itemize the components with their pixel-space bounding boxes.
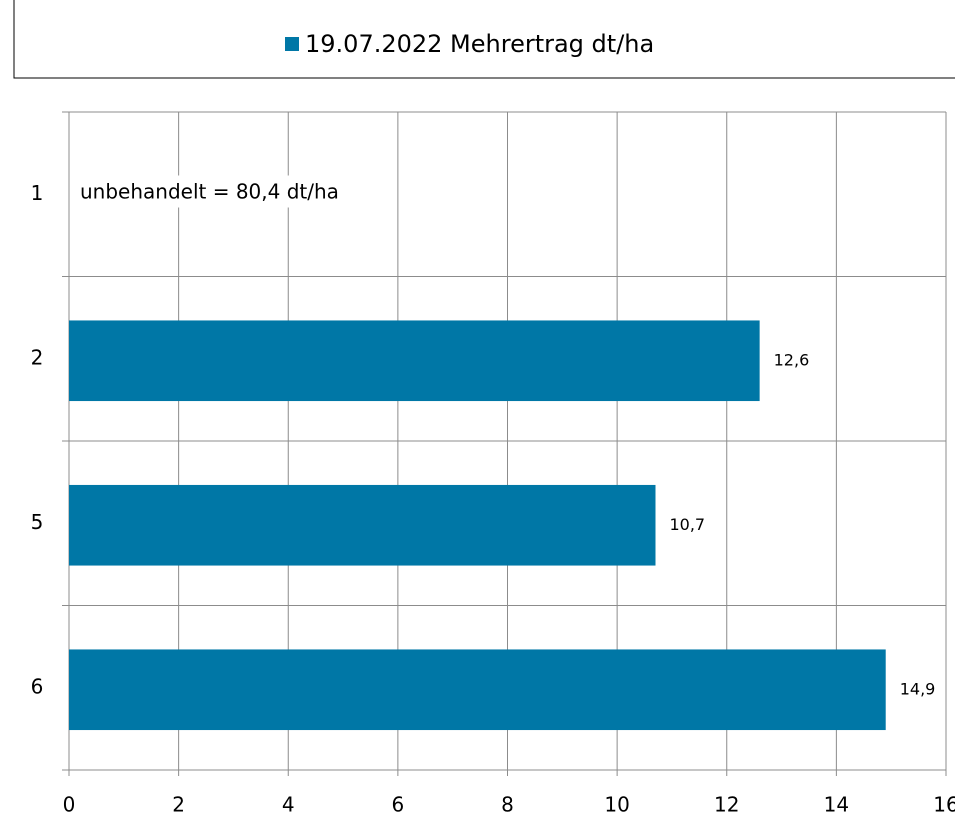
data-label: 14,9 (900, 679, 936, 698)
x-tick-label: 16 (933, 793, 955, 817)
data-label: 10,7 (669, 515, 705, 534)
x-tick-label: 14 (824, 793, 849, 817)
x-tick-label: 4 (282, 793, 295, 817)
x-tick-label: 2 (172, 793, 185, 817)
data-label: 12,6 (774, 350, 810, 369)
y-tick-label: 1 (31, 181, 44, 205)
bar (69, 649, 886, 731)
annotation-bg (74, 175, 345, 208)
y-tick-label: 6 (31, 674, 44, 698)
x-tick-label: 6 (392, 793, 405, 817)
x-tick-label: 12 (714, 793, 739, 817)
legend-swatch (285, 37, 299, 51)
legend-label: 19.07.2022 Mehrertrag dt/ha (305, 30, 654, 58)
bar (69, 320, 760, 402)
bar (69, 484, 656, 566)
y-tick-label: 2 (31, 345, 44, 369)
y-tick-label: 5 (31, 510, 44, 534)
annotation: unbehandelt = 80,4 dt/ha (80, 180, 339, 204)
x-tick-label: 8 (501, 793, 514, 817)
x-tick-label: 10 (604, 793, 629, 817)
x-tick-label: 0 (63, 793, 76, 817)
legend-box (13, 0, 955, 79)
